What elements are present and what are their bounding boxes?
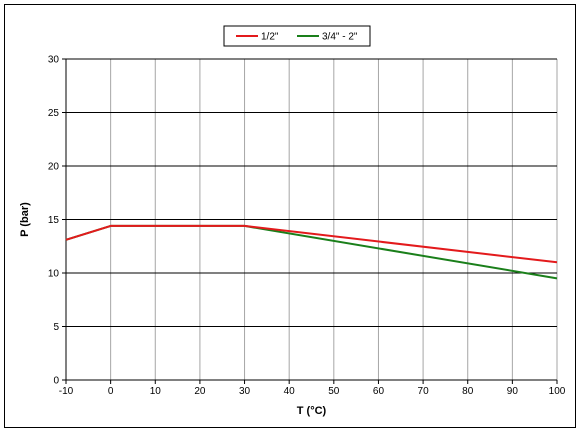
x-tick-label: 0: [108, 386, 114, 397]
y-tick-label: 0: [53, 376, 59, 387]
x-tick-label: -10: [59, 386, 74, 397]
x-tick-label: 70: [418, 386, 430, 397]
x-tick-label: 30: [239, 386, 251, 397]
y-tick-label: 15: [48, 215, 60, 226]
y-axis-label: P (bar): [19, 202, 31, 237]
x-tick-label: 50: [328, 386, 340, 397]
grid: [65, 58, 558, 381]
x-tick-label: 90: [507, 386, 519, 397]
legend-label: 3/4" - 2": [322, 32, 358, 43]
y-tick-label: 20: [48, 162, 60, 173]
series-line: [65, 224, 558, 264]
x-tick-label: 20: [194, 386, 206, 397]
legend-label: 1/2": [261, 32, 279, 43]
series-lines: [65, 224, 558, 280]
y-tick-label: 5: [53, 322, 59, 333]
x-tick-label: 10: [150, 386, 162, 397]
x-tick-label: 60: [373, 386, 385, 397]
x-tick-label: 40: [284, 386, 296, 397]
y-tick-label: 25: [48, 108, 60, 119]
x-tick-label: 100: [549, 386, 566, 397]
y-tick-label: 30: [48, 55, 60, 66]
chart-frame: [4, 4, 576, 428]
x-tick-label: 80: [462, 386, 474, 397]
y-tick-label: 10: [48, 269, 60, 280]
legend: 1/2" 3/4" - 2": [223, 25, 371, 47]
x-axis-label: T (°C): [297, 405, 327, 417]
